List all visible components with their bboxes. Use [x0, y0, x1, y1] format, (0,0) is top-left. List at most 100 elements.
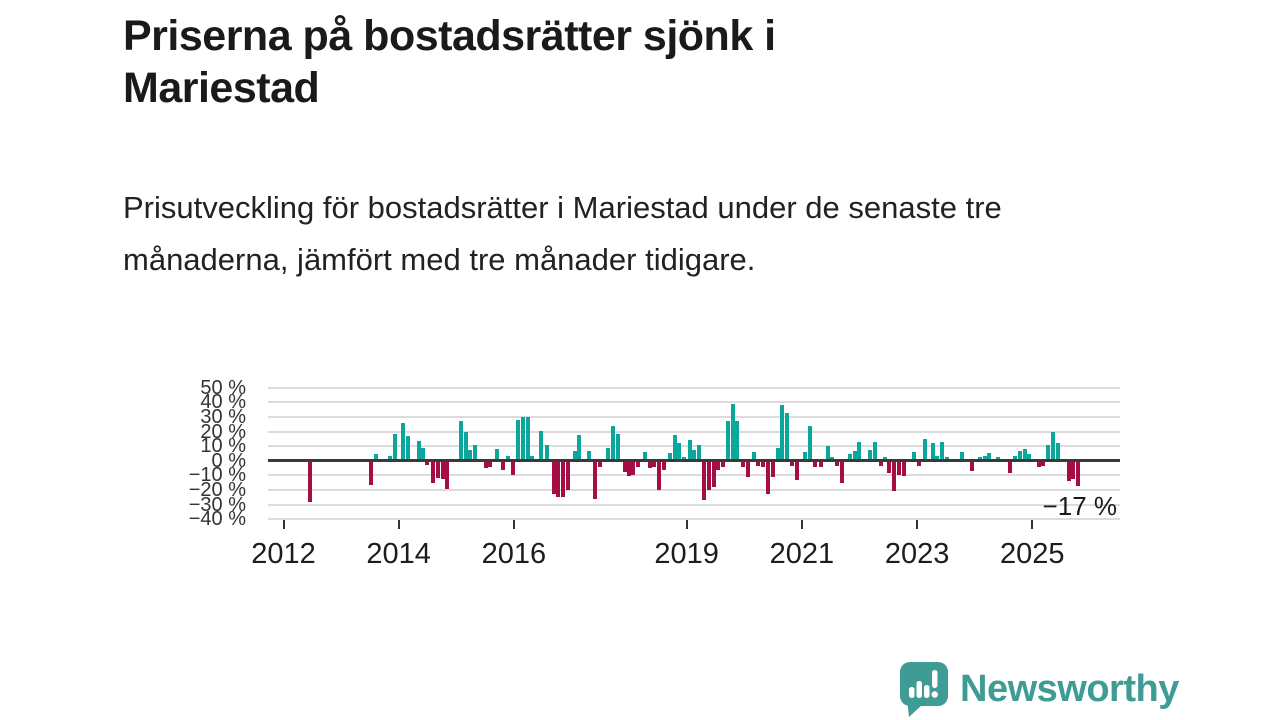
bar [720, 460, 725, 468]
bar [878, 460, 883, 466]
bar [526, 416, 531, 461]
page-title: Priserna på bostadsrätter sjönk i Maries… [123, 12, 776, 112]
bar [897, 460, 902, 476]
bar [1055, 442, 1060, 461]
bar [576, 435, 581, 461]
bar [667, 453, 672, 461]
bar [662, 460, 667, 470]
bar [867, 449, 872, 461]
bar [1066, 460, 1071, 481]
bar [730, 403, 735, 461]
bar [657, 460, 662, 491]
y-axis-label: −10 % [188, 464, 246, 487]
bar [560, 460, 565, 498]
bar [776, 448, 781, 461]
bar [616, 434, 621, 461]
bar [441, 460, 446, 480]
bar [856, 441, 861, 461]
bar [566, 460, 571, 491]
bar [400, 423, 405, 461]
x-axis-tick [685, 520, 688, 529]
bar [681, 457, 686, 461]
bar [623, 460, 628, 472]
gridline [268, 415, 1120, 418]
bar [873, 441, 878, 461]
x-axis-tick [1031, 520, 1034, 529]
bar [388, 456, 393, 461]
last-value-annotation: −17 % [1042, 491, 1117, 521]
bar [416, 441, 421, 461]
y-axis-label: 50 % [200, 376, 246, 399]
y-axis-label: −30 % [188, 493, 246, 516]
newsworthy-logo: Newsworthy [898, 661, 1179, 717]
bar [931, 442, 936, 461]
bar [405, 435, 410, 461]
bar [802, 452, 807, 461]
bar [521, 416, 526, 461]
bar [631, 460, 636, 476]
gridline [268, 474, 1120, 477]
bar [1022, 449, 1027, 461]
bar [651, 460, 656, 468]
x-axis-tick [916, 520, 919, 529]
brand-wordmark: Newsworthy [960, 667, 1179, 710]
x-axis-tick [800, 520, 803, 529]
bar [987, 453, 992, 461]
bar [912, 452, 917, 461]
bar [995, 457, 1000, 461]
bar [572, 450, 577, 461]
bar [829, 457, 834, 461]
bar [734, 420, 739, 461]
y-axis-label: −20 % [188, 479, 246, 502]
y-axis-label: 30 % [200, 405, 246, 428]
bar [1026, 454, 1031, 461]
x-axis-label: 2014 [366, 538, 431, 570]
bar [746, 460, 751, 477]
bar [500, 460, 505, 471]
bar [715, 460, 720, 471]
bar [1046, 445, 1051, 461]
y-axis-label: 40 % [200, 391, 246, 414]
bar [825, 446, 830, 461]
x-axis-label: 2016 [481, 538, 547, 570]
bar [771, 460, 776, 477]
bar [960, 452, 965, 461]
bar [726, 420, 731, 461]
bar [886, 460, 891, 474]
bar [688, 439, 693, 461]
bar [765, 460, 770, 495]
bar [484, 460, 489, 469]
bar [882, 457, 887, 461]
bar [529, 456, 534, 461]
gridline [268, 401, 1120, 404]
bar [756, 460, 761, 466]
bar [495, 449, 500, 461]
bar [935, 456, 940, 461]
bar [790, 460, 795, 466]
bar [510, 460, 515, 476]
bar [1051, 431, 1056, 461]
x-axis-tick [397, 520, 400, 529]
bar [374, 454, 379, 461]
bar [464, 431, 469, 461]
bar [752, 452, 757, 461]
bar [945, 457, 950, 461]
bar [673, 435, 678, 461]
x-axis-label: 2012 [251, 538, 316, 570]
gridline [268, 430, 1120, 433]
bar [701, 460, 706, 500]
bar [506, 456, 511, 461]
bar [647, 460, 652, 469]
y-axis-label: 0 % [211, 449, 246, 472]
bar [978, 457, 983, 461]
bar [939, 441, 944, 461]
bar [1007, 460, 1012, 474]
bar [784, 413, 789, 461]
bar [901, 460, 906, 477]
bar [892, 460, 897, 491]
bar [1076, 460, 1081, 486]
bar [610, 426, 615, 461]
bar [586, 450, 591, 461]
